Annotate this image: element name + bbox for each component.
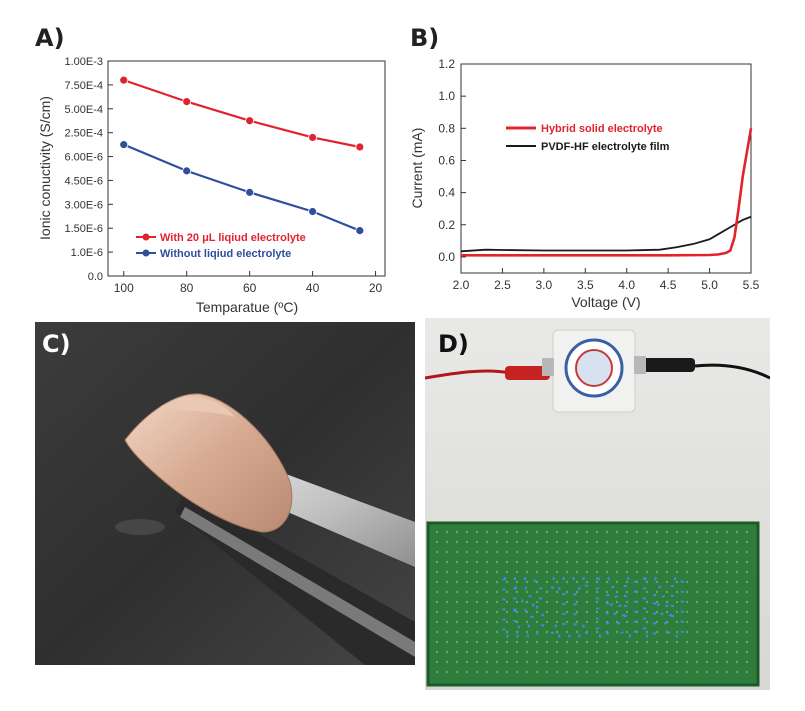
chart-b-series-line: [461, 128, 753, 257]
chart-a-x-tick-label: 80: [180, 281, 194, 295]
chart-a-point: [119, 75, 129, 85]
chart-a-point: [245, 116, 255, 126]
chart-a-y-tick-label: 0.0: [88, 271, 103, 283]
chart-a-point: [119, 140, 129, 150]
chart-a-y-axis-label: Ionic conuctivity (S/cm): [37, 96, 53, 240]
chart-a-point: [355, 226, 365, 236]
panel-label-d: D): [438, 330, 469, 358]
film-reflection: [115, 519, 165, 535]
chart-a-x-tick-label: 100: [114, 281, 134, 295]
chart-b-plot-frame: [460, 63, 752, 274]
chart-b-x-tick-label: 2.0: [453, 278, 470, 292]
chart-b-x-tick-label: 2.5: [494, 278, 511, 292]
chart-a-point: [308, 207, 318, 216]
chart-b-legend-label: Hybrid solid electrolyte: [541, 123, 663, 135]
chart-a-y-tick-label: 1.0E-6: [71, 247, 103, 259]
chart-b-legend-label: PVDF-HF electrolyte film: [541, 141, 670, 153]
panel-label-b: B): [410, 24, 440, 52]
chart-b-y-tick-label: 0.4: [438, 186, 455, 200]
cell-tab-right: [634, 356, 646, 374]
chart-b-current-voltage: 0.0 0.2 0.4 0.6 0.8 1.0 1.2 2.0 2.5 3.0 3.5 4.0 4.5…: [409, 57, 760, 310]
chart-b-y-tick-label: 0.8: [438, 121, 455, 135]
chart-a-point: [182, 97, 192, 107]
photo-c-flexible-film: [35, 322, 415, 665]
chart-a-plot-frame: [107, 60, 386, 277]
chart-a-point: [245, 187, 255, 197]
chart-b-x-tick-label: 5.5: [743, 278, 760, 292]
chart-a-legend-marker: [142, 233, 150, 241]
chart-a-legend-label: Without liqiud electrolyte: [160, 248, 291, 260]
chart-b-y-tick-label: 0.0: [438, 250, 455, 264]
chart-a-x-tick-label: 40: [306, 281, 320, 295]
chart-b-y-tick-label: 1.0: [438, 89, 455, 103]
chart-b-x-tick-label: 4.0: [618, 278, 635, 292]
chart-a-ionic-conductivity: 0.0 1.0E-6 1.50E-6 3.00E-6 4.50E-6 6.00E-6 2.5…: [37, 56, 386, 315]
cell-tab-left: [542, 358, 554, 376]
chart-a-x-tick-label: 60: [243, 281, 257, 295]
panel-label-a: A): [35, 24, 65, 52]
red-wire: [425, 369, 511, 380]
electrolyte-film: [124, 393, 293, 533]
chart-a-y-tick-label: 2.50E-4: [64, 128, 103, 140]
black-wire: [694, 363, 770, 380]
chart-a-x-axis-label: Temparatue (ºC): [196, 299, 298, 315]
film-curl-edge: [160, 397, 235, 417]
chart-a-series-line-1: [123, 143, 361, 232]
chart-b-x-tick-label: 3.5: [577, 278, 594, 292]
led-matrix: [435, 530, 749, 674]
chart-a-y-tick-label: 5.00E-4: [64, 104, 103, 116]
chart-a-legend-marker: [142, 249, 150, 257]
chart-b-y-tick-label: 0.6: [438, 153, 455, 167]
chart-a-point: [355, 142, 365, 152]
chart-a-series-line-0: [123, 79, 361, 149]
chart-a-y-tick-label: 7.50E-4: [64, 80, 103, 92]
chart-a-y-tick-label: 3.00E-6: [64, 199, 103, 211]
battery-logo-inner: [575, 349, 613, 387]
chart-a-y-tick-label: 1.00E-3: [64, 56, 103, 68]
chart-b-x-tick-label: 5.0: [701, 278, 718, 292]
chart-a-y-tick-label: 4.50E-6: [64, 175, 103, 187]
red-clip: [505, 366, 550, 380]
chart-a-point: [308, 133, 318, 142]
led-board: [426, 521, 760, 687]
chart-a-y-tick-label: 6.00E-6: [64, 152, 103, 164]
black-clip: [640, 358, 695, 372]
chart-b-y-tick-label: 1.2: [438, 57, 455, 71]
chart-a-y-tick-label: 1.50E-6: [64, 223, 103, 235]
chart-b-y-tick-label: 0.2: [438, 218, 455, 232]
chart-a-point: [182, 166, 192, 176]
chart-b-x-axis-label: Voltage (V): [571, 294, 640, 310]
panel-label-c: C): [42, 330, 71, 358]
chart-a-legend-label: With 20 μL liqiud electrolyte: [160, 232, 306, 244]
chart-a-x-tick-label: 20: [369, 281, 383, 295]
photo-d-led-demo: BINN: [425, 318, 770, 690]
led-sign-text: BINN: [499, 565, 687, 655]
tweezer-lower-edge: [180, 507, 415, 657]
chart-b-y-axis-label: Current (mA): [409, 128, 425, 209]
chart-b-x-tick-label: 3.0: [536, 278, 553, 292]
chart-b-series-line: [460, 215, 752, 253]
chart-b-x-tick-label: 4.5: [660, 278, 677, 292]
